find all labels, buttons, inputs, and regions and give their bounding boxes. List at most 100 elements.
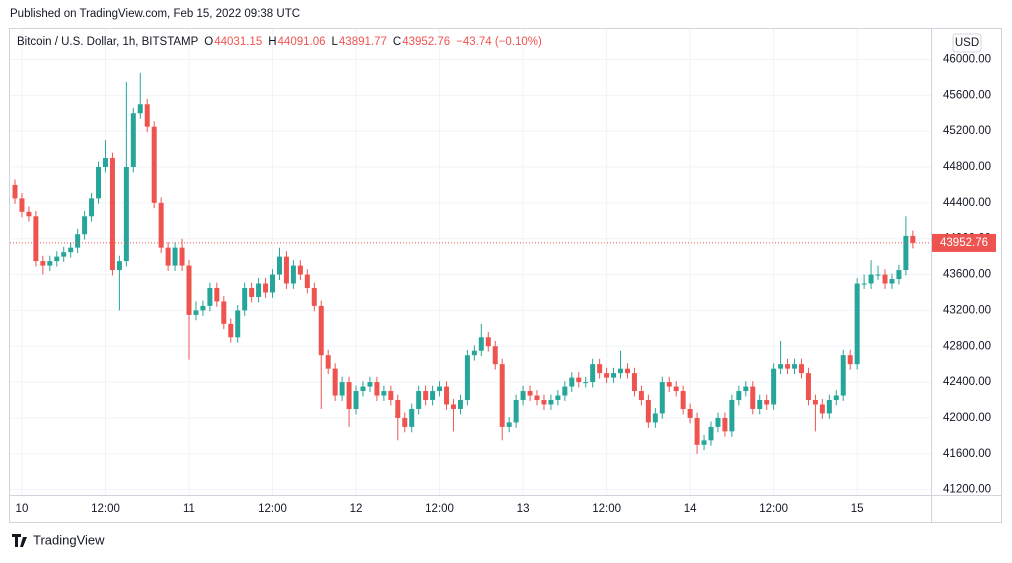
candle-body	[207, 287, 213, 306]
candle-body	[360, 386, 366, 392]
candle-body	[339, 382, 345, 396]
candle-body	[638, 391, 644, 401]
candle-body	[680, 391, 686, 409]
x-tick-label: 12:00	[759, 503, 788, 515]
candle-body	[409, 408, 415, 427]
candle-body	[54, 256, 60, 262]
candle-body	[840, 355, 846, 396]
x-tick-label: 12:00	[425, 503, 454, 515]
y-tick-label: 44800.00	[943, 161, 991, 173]
candle-body	[374, 382, 380, 396]
candle-body	[193, 310, 199, 315]
candle-body	[235, 310, 241, 338]
candle-body	[464, 355, 470, 401]
y-tick-label: 41600.00	[943, 448, 991, 460]
candle-body	[847, 355, 853, 365]
candle-body	[611, 373, 617, 378]
candle-body	[652, 413, 658, 423]
candle-body	[144, 104, 150, 127]
y-tick-label: 42000.00	[943, 412, 991, 424]
candle-body	[861, 283, 867, 285]
currency[interactable]: USD	[955, 37, 979, 49]
candle-body	[423, 391, 429, 401]
candle-body	[158, 202, 164, 248]
candle-body	[457, 400, 463, 409]
candle-body	[151, 126, 157, 203]
x-tick-label: 10	[16, 503, 29, 515]
candle-body	[165, 247, 171, 266]
y-tick-label: 42400.00	[943, 376, 991, 388]
candle-body	[624, 368, 630, 374]
candle-body	[792, 364, 798, 369]
candle-body	[778, 364, 784, 369]
candle-body	[109, 158, 115, 271]
candle-body	[631, 373, 637, 392]
candle-body	[89, 198, 95, 217]
price-label-box	[932, 233, 996, 252]
ohlc-key: C	[393, 36, 401, 48]
x-tick-label: 12	[350, 503, 363, 515]
candle-body	[102, 158, 108, 168]
candle-body	[764, 400, 770, 405]
candle-body	[471, 350, 477, 356]
ohlc-key: H	[268, 36, 276, 48]
ohlc-key: L	[332, 36, 339, 48]
currency-box[interactable]	[952, 33, 982, 53]
candle-body	[819, 404, 825, 414]
candle-body	[283, 256, 289, 284]
candle-body	[513, 400, 519, 423]
y-tick-label: 45600.00	[943, 89, 991, 101]
candle-body	[541, 400, 547, 405]
candle-body	[659, 382, 665, 414]
candle-body	[854, 283, 860, 365]
candle-body	[708, 426, 714, 441]
candle-body	[903, 235, 909, 271]
grid: 41200.00 41600.00 42000.00 42400.00 42800.00…	[10, 29, 991, 515]
candle-body	[33, 216, 39, 262]
candle-body	[618, 368, 624, 374]
candle-body	[12, 184, 18, 199]
candle-body	[771, 368, 777, 405]
candle-body	[604, 373, 610, 378]
candle-body	[242, 287, 248, 311]
candle-body	[729, 400, 735, 432]
chart-title: Bitcoin / U.S. Dollar, 1h, BITSTAMP	[17, 36, 199, 48]
candle-body	[889, 279, 895, 284]
candle-body	[214, 287, 220, 302]
candle-body	[499, 364, 505, 427]
candle-body	[583, 382, 589, 384]
candle-body	[569, 377, 575, 387]
candle-body	[179, 247, 185, 266]
candle-body	[437, 386, 443, 392]
candles: 43952.76	[10, 72, 996, 454]
candle-body	[645, 400, 651, 423]
candle-body	[270, 274, 276, 293]
candle-body	[485, 337, 491, 347]
candle-body	[506, 422, 512, 427]
candle-body	[353, 391, 359, 409]
candle-body	[562, 386, 568, 396]
candle-body	[318, 305, 324, 356]
candle-body	[736, 391, 742, 401]
candle-body	[450, 404, 456, 409]
candle-body	[395, 400, 401, 418]
candle-body	[750, 386, 756, 409]
ohlc-value: 43952.76	[402, 36, 450, 48]
candle-body	[826, 400, 832, 414]
x-tick-label: 11	[183, 503, 195, 515]
candle-body	[478, 337, 484, 351]
y-tick-label: 44400.00	[943, 197, 991, 209]
candle-body	[597, 364, 603, 374]
candle-body	[123, 167, 129, 262]
candle-body	[75, 234, 81, 248]
ohlc-value: 44091.06	[278, 36, 326, 48]
candle-body	[743, 386, 749, 392]
candle-body	[833, 395, 839, 401]
y-tick-label: 41200.00	[943, 484, 991, 496]
candle-body	[96, 167, 102, 199]
candle-body	[402, 417, 408, 427]
price-label: 43952.76	[940, 237, 988, 249]
candle-body	[812, 400, 818, 405]
